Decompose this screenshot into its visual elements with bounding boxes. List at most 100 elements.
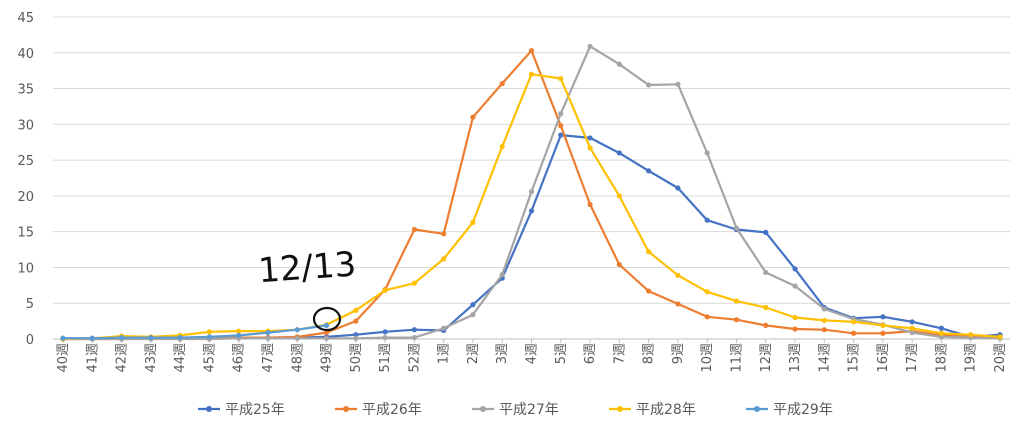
data-point [646, 288, 652, 294]
data-point [353, 318, 359, 324]
data-point [968, 332, 974, 338]
data-point [499, 272, 505, 278]
data-point [470, 312, 476, 318]
legend-label: 平成28年 [636, 402, 696, 418]
data-point [792, 266, 798, 272]
data-point [616, 61, 622, 67]
data-point [763, 304, 769, 311]
legend-swatch-marker [754, 406, 760, 412]
data-point [265, 329, 271, 336]
data-point [733, 225, 740, 231]
data-point [441, 256, 447, 262]
data-point [499, 80, 505, 87]
series-line [63, 324, 327, 340]
legend-item: 平成26年 [335, 402, 422, 418]
data-point [323, 329, 330, 336]
series-5 [60, 322, 330, 341]
legend-swatch-marker [206, 406, 212, 412]
data-point [587, 201, 593, 208]
y-tick-label: 20 [17, 190, 34, 205]
data-point [353, 307, 359, 313]
data-point [558, 123, 564, 129]
series-line [62, 73, 1001, 341]
data-point [558, 132, 564, 138]
x-tick-label: 1週 [437, 343, 452, 364]
annotation-circle [312, 306, 342, 332]
data-point [880, 330, 886, 336]
data-point [646, 249, 652, 255]
series-lines [60, 43, 1003, 342]
data-point [938, 334, 945, 340]
data-point [909, 329, 915, 336]
data-point [411, 334, 417, 341]
data-point [499, 143, 505, 150]
legend-label: 平成25年 [225, 402, 285, 418]
y-axis-ticks: 0 5 10 15 20 25 30 35 40 45 [17, 11, 34, 348]
gridlines [53, 16, 1010, 343]
data-point [587, 145, 593, 151]
data-point [382, 334, 388, 341]
data-point [616, 150, 622, 156]
data-point [470, 114, 476, 120]
x-tick-label: 7週 [612, 343, 627, 364]
x-tick-label: 13週 [788, 343, 803, 373]
data-point [294, 335, 300, 341]
x-tick-label: 10週 [700, 343, 715, 373]
x-tick-label: 48週 [290, 343, 305, 373]
y-tick-label: 45 [17, 11, 34, 26]
x-tick-label: 17週 [905, 343, 920, 373]
legend: 平成25年 平成26年 平成27年 平成28年 平成29年 [198, 402, 833, 418]
x-tick-label: 40週 [56, 343, 71, 373]
data-point [206, 334, 213, 340]
data-point [470, 219, 476, 225]
x-tick-label: 19週 [964, 343, 979, 373]
data-point [704, 314, 710, 320]
x-tick-label: 41週 [85, 343, 100, 373]
legend-swatch-marker [343, 406, 349, 412]
data-point [792, 326, 798, 332]
legend-swatch-marker [617, 406, 623, 412]
data-point [587, 43, 593, 49]
data-point [704, 150, 710, 156]
data-point [265, 335, 271, 341]
x-tick-label: 6週 [583, 343, 598, 364]
data-point [353, 332, 359, 338]
data-point [411, 327, 417, 333]
data-point [528, 188, 535, 195]
series-1 [60, 132, 1003, 341]
legend-swatch-marker [480, 406, 486, 412]
data-point [675, 185, 681, 191]
x-tick-label: 20週 [993, 343, 1008, 373]
data-point [441, 325, 447, 331]
data-point [763, 322, 769, 329]
data-point [763, 229, 769, 235]
data-point [441, 231, 447, 237]
legend-label: 平成26年 [362, 402, 422, 418]
data-point [821, 317, 827, 323]
y-tick-label: 5 [26, 297, 34, 312]
data-point [763, 269, 769, 276]
x-axis-ticks: 40週 41週 42週 43週 44週 45週 46週 47週 48週 49週 50週 51週 52週 1… [56, 343, 1008, 373]
data-point [528, 71, 535, 77]
data-point [675, 81, 681, 87]
data-point [704, 217, 710, 223]
data-point [733, 317, 740, 323]
series-4 [60, 71, 1003, 342]
x-tick-label: 45週 [202, 343, 217, 373]
data-point [558, 111, 564, 117]
x-tick-label: 4週 [525, 343, 540, 364]
data-point [382, 329, 388, 335]
y-tick-label: 0 [26, 333, 34, 348]
data-point [353, 335, 359, 341]
data-point [528, 48, 535, 54]
data-point [89, 335, 95, 341]
data-point [411, 280, 417, 286]
data-point [792, 314, 798, 321]
data-point [938, 330, 945, 336]
x-tick-label: 49週 [320, 343, 335, 373]
y-tick-label: 25 [17, 154, 34, 169]
annotation-date: 12/13 [257, 244, 358, 291]
data-point [382, 287, 388, 293]
data-point [880, 314, 886, 320]
